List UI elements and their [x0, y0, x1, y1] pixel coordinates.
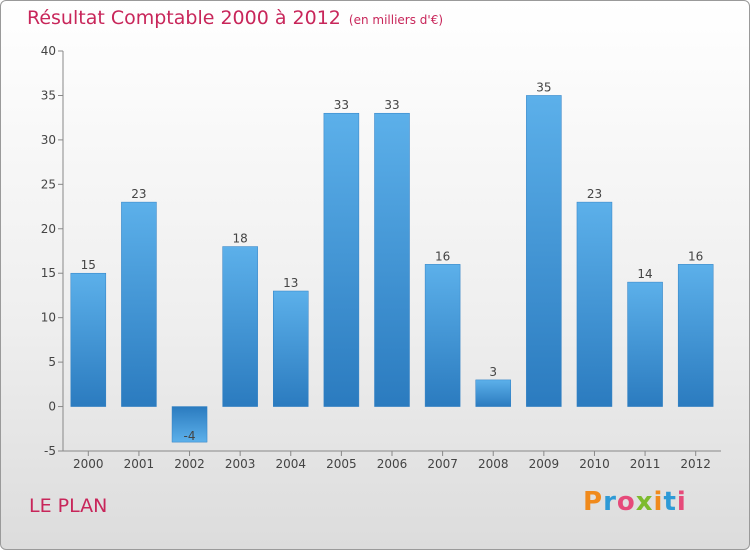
data-label-2008: 3: [489, 365, 497, 379]
bar-2008: [475, 379, 511, 407]
x-tick-label-2001: 2001: [124, 457, 155, 471]
chart-title-text: Résultat Comptable 2000 à 2012: [27, 7, 341, 29]
data-label-2001: 23: [131, 187, 146, 201]
data-label-2007: 16: [435, 249, 450, 263]
logo-letter: r: [603, 487, 617, 517]
location-label: LE PLAN: [29, 495, 108, 517]
data-label-2010: 23: [587, 187, 602, 201]
data-label-2009: 35: [536, 80, 551, 94]
logo-letter: i: [653, 487, 664, 517]
chart-title: Résultat Comptable 2000 à 2012 (en millie…: [27, 7, 443, 29]
x-tick-label-2005: 2005: [326, 457, 357, 471]
logo-letter: i: [676, 487, 687, 517]
x-tick-label-2012: 2012: [680, 457, 711, 471]
logo-letter: o: [616, 487, 636, 517]
data-label-2003: 18: [233, 232, 248, 246]
y-tick-label: 30: [41, 133, 56, 147]
bar-2012: [677, 264, 714, 407]
x-tick-label-2010: 2010: [579, 457, 610, 471]
bar-2011: [627, 281, 663, 407]
y-tick-label: 15: [41, 266, 56, 280]
bar-2005: [323, 112, 360, 407]
x-tick-label-2011: 2011: [630, 457, 661, 471]
x-tick-label-2003: 2003: [225, 457, 256, 471]
bar-2002: [171, 406, 208, 443]
axes: -5 0 5 10 15 20 25 30 35 40 2000 2001 2002 2003 2004 20…: [41, 44, 721, 471]
bar-2010: [576, 201, 613, 407]
x-tick-label-2000: 2000: [73, 457, 104, 471]
bar-2000: [70, 272, 107, 407]
y-tick-label: 0: [48, 400, 56, 414]
bar-2003: [222, 246, 258, 407]
bar-2007: [424, 264, 461, 407]
chart-subtitle: (en milliers d'€): [348, 13, 444, 27]
logo-letter: t: [663, 487, 677, 517]
x-tick-label-2002: 2002: [174, 457, 205, 471]
logo-letter: x: [635, 487, 654, 517]
proxiti-logo: Proxiti: [583, 487, 687, 517]
y-tick-label: 20: [41, 222, 56, 236]
y-tick-label: -5: [44, 444, 56, 458]
x-tick-label-2004: 2004: [275, 457, 306, 471]
bars: [70, 95, 714, 443]
x-tick-label-2009: 2009: [529, 457, 560, 471]
x-tick-label-2007: 2007: [427, 457, 458, 471]
y-tick-label: 40: [41, 44, 56, 58]
bar-2009: [526, 95, 562, 407]
data-label-2005: 33: [334, 98, 349, 112]
y-tick-label: 10: [41, 311, 56, 325]
data-label-2012: 16: [688, 249, 703, 263]
data-label-2000: 15: [81, 258, 96, 272]
x-tick-label-2008: 2008: [478, 457, 509, 471]
logo-letter: P: [583, 487, 604, 517]
x-tick-label-2006: 2006: [377, 457, 408, 471]
y-tick-label: 35: [41, 88, 56, 102]
data-label-2006: 33: [384, 98, 399, 112]
data-label-2002: -4: [184, 429, 196, 443]
data-label-2004: 13: [283, 276, 298, 290]
bar-2004: [273, 290, 309, 407]
bar-2006: [374, 112, 410, 407]
y-tick-label: 5: [48, 355, 56, 369]
bar-2001: [121, 201, 157, 407]
y-tick-label: 25: [41, 177, 56, 191]
data-labels: 15 23 -4 18 13 33 33 16 3 35 23 14 16: [81, 80, 704, 443]
data-label-2011: 14: [637, 267, 652, 281]
